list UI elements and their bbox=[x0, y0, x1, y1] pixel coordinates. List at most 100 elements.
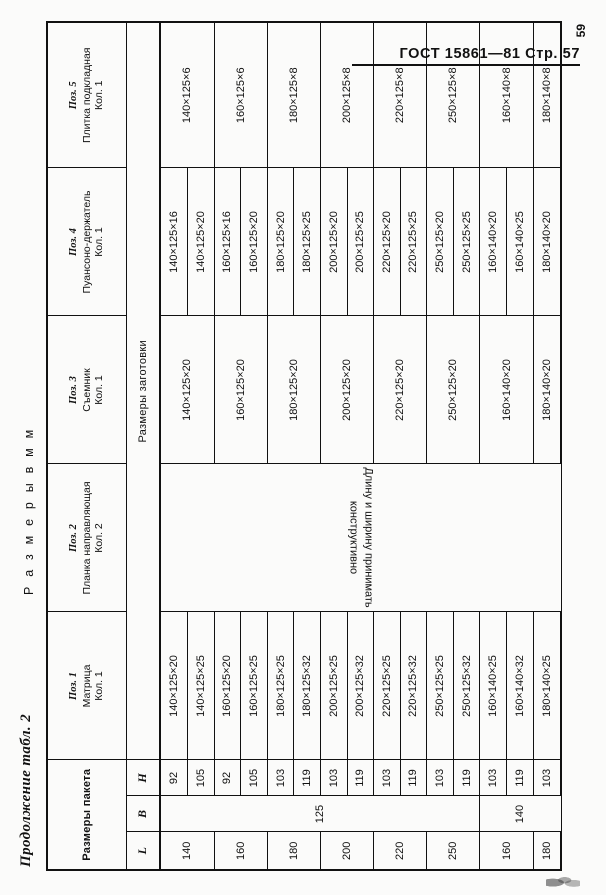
cell-h-5: 119 bbox=[293, 760, 321, 796]
col5-qty: Кол. 1 bbox=[92, 80, 105, 111]
scan-smudge bbox=[546, 873, 580, 889]
cell-h-5-text: 119 bbox=[301, 769, 314, 787]
col3-qty: Кол. 1 bbox=[92, 375, 105, 405]
cell-h-14-text: 103 bbox=[540, 768, 553, 788]
cell-backingplate-5-text: 250×125×8 bbox=[447, 67, 460, 124]
table-row: 140 125 92 140×125×20 Длину и ширину принима… bbox=[159, 22, 561, 870]
cell-punchholder-0-text: 140×125×16 bbox=[167, 211, 180, 273]
column-header-3: Поз. 3 Съемник Кол. 1 bbox=[47, 316, 127, 464]
cell-backingplate-6-text: 160×140×8 bbox=[500, 67, 513, 124]
table-row: 220 103 220×125×25 220×125×20 220×125×20 220×… bbox=[373, 22, 427, 870]
units-label: Р а з м е р ы в м м bbox=[22, 426, 36, 595]
document-header: ГОСТ 15861—81 Стр. 57 bbox=[352, 46, 580, 66]
cell-h-6-text: 103 bbox=[327, 768, 340, 788]
cell-punchholder-13-text: 160×140×25 bbox=[513, 211, 526, 273]
standard-header-text: ГОСТ 15861—81 Стр. 57 bbox=[399, 46, 580, 62]
cell-l-6-text: 160 bbox=[500, 841, 513, 860]
cell-remover-0-text: 140×125×20 bbox=[181, 359, 194, 421]
cell-remover-6-text: 160×140×20 bbox=[500, 359, 513, 421]
cell-backingplate-1-text: 160×125×6 bbox=[234, 67, 247, 124]
cell-h-13-text: 119 bbox=[513, 769, 526, 787]
table-row: 160 92 160×125×20 160×125×20 160×125×16 160×1… bbox=[214, 22, 268, 870]
cell-l-5: 250 bbox=[426, 832, 480, 870]
axis-header-h-text: H bbox=[135, 773, 150, 783]
cell-punchholder-0: 140×125×16 bbox=[159, 168, 188, 316]
col3-pos: Поз. 3 bbox=[68, 376, 80, 404]
cell-punchholder-4: 180×125×20 bbox=[267, 168, 294, 316]
cell-matrix-0-text: 140×125×20 bbox=[167, 655, 180, 717]
cell-h-14: 103 bbox=[533, 760, 561, 796]
cell-backingplate-4: 220×125×8 bbox=[373, 22, 427, 168]
cell-l-7: 180 bbox=[533, 832, 561, 870]
cell-punchholder-3-text: 160×125×20 bbox=[247, 211, 260, 273]
cell-punchholder-1-text: 140×125×20 bbox=[194, 211, 207, 273]
cell-matrix-14: 180×140×25 bbox=[533, 612, 561, 760]
cell-b-0: 125 bbox=[159, 796, 480, 832]
col2-pos: Поз. 2 bbox=[68, 524, 80, 552]
cell-matrix-9: 220×125×32 bbox=[400, 612, 427, 760]
column-header-2: Поз. 2 Планка направляющая Кол. 2 bbox=[47, 464, 127, 612]
cell-b-0-text: 125 bbox=[314, 804, 327, 824]
cell-matrix-9-text: 220×125×32 bbox=[407, 655, 420, 717]
package-group-header: Размеры пакета bbox=[47, 760, 127, 870]
cell-l-7-text: 180 bbox=[540, 841, 553, 860]
cell-h-1-text: 105 bbox=[194, 768, 207, 788]
cell-backingplate-3-text: 200×125×8 bbox=[341, 67, 353, 124]
col2-qty: Кол. 2 bbox=[92, 523, 105, 553]
cell-backingplate-4-text: 220×125×8 bbox=[394, 67, 407, 124]
table-row: 180 103 180×125×25 180×125×20 180×125×20 180×… bbox=[267, 22, 321, 870]
cell-punchholder-8: 220×125×20 bbox=[373, 168, 401, 316]
cell-matrix-3-text: 160×125×25 bbox=[247, 655, 260, 717]
cell-h-1: 105 bbox=[187, 760, 215, 796]
cell-l-0-text: 140 bbox=[181, 841, 194, 860]
cell-b-1-text: 140 bbox=[514, 804, 527, 824]
cell-backingplate-6: 160×140×8 bbox=[479, 22, 534, 168]
cell-punchholder-13: 160×140×25 bbox=[506, 168, 534, 316]
cell-h-8: 103 bbox=[373, 760, 401, 796]
cell-punchholder-14: 180×140×20 bbox=[533, 168, 561, 316]
cell-punchholder-2-text: 160×125×16 bbox=[221, 211, 234, 273]
col5-pos: Поз. 5 bbox=[68, 81, 80, 110]
col4-name: Пуансоно-держатель bbox=[80, 190, 93, 294]
cell-punchholder-6: 200×125×20 bbox=[320, 168, 347, 316]
column-header-4: Поз. 4 Пуансоно-держатель Кол. 1 bbox=[47, 168, 127, 316]
cell-punchholder-3: 160×125×20 bbox=[240, 168, 268, 316]
cell-matrix-11: 250×125×32 bbox=[453, 612, 480, 760]
cell-punchholder-7-text: 200×125×25 bbox=[354, 211, 367, 273]
cell-backingplate-5: 250×125×8 bbox=[426, 22, 480, 168]
cell-punchholder-7: 200×125×25 bbox=[347, 168, 374, 316]
cell-remover-6: 160×140×20 bbox=[479, 316, 534, 464]
cell-h-3-text: 105 bbox=[247, 768, 260, 788]
blank-group-header: Размеры заготовки bbox=[126, 22, 160, 760]
axis-header-b: B bbox=[126, 796, 160, 832]
column-header-5: Поз. 5 Плитка подкладная Кол. 1 bbox=[47, 22, 127, 168]
cell-l-4-text: 220 bbox=[394, 841, 407, 860]
cell-l-1: 160 bbox=[214, 832, 268, 870]
cell-matrix-12-text: 160×140×25 bbox=[487, 655, 500, 717]
cell-matrix-14-text: 180×140×25 bbox=[540, 655, 553, 717]
cell-matrix-4: 180×125×25 bbox=[267, 612, 294, 760]
cell-matrix-1-text: 140×125×25 bbox=[194, 655, 207, 717]
col1-pos: Поз. 1 bbox=[68, 672, 80, 700]
cell-backingplate-0-text: 140×125×6 bbox=[181, 67, 194, 124]
axis-header-l: L bbox=[126, 832, 160, 870]
cell-punchholder-4-text: 180×125×20 bbox=[274, 211, 287, 273]
cell-matrix-4-text: 180×125×25 bbox=[274, 655, 287, 717]
package-group-header-text: Размеры пакета bbox=[80, 768, 93, 861]
cell-h-12: 103 bbox=[479, 760, 507, 796]
cell-punchholder-10-text: 250×125×20 bbox=[434, 211, 447, 273]
cell-matrix-13-text: 160×140×32 bbox=[513, 655, 526, 717]
cell-h-2-text: 92 bbox=[221, 771, 234, 785]
cell-h-4-text: 103 bbox=[274, 768, 287, 788]
cell-punchholder-12: 160×140×20 bbox=[479, 168, 507, 316]
cell-matrix-7-text: 200×125×32 bbox=[354, 655, 367, 717]
cell-l-2-text: 180 bbox=[287, 841, 300, 860]
cell-matrix-2-text: 160×125×20 bbox=[221, 655, 234, 717]
cell-h-7-text: 119 bbox=[354, 769, 367, 787]
cell-remover-1-text: 160×125×20 bbox=[234, 359, 247, 421]
cell-matrix-10-text: 250×125×25 bbox=[434, 655, 447, 717]
col1-qty: Кол. 1 bbox=[92, 671, 105, 701]
